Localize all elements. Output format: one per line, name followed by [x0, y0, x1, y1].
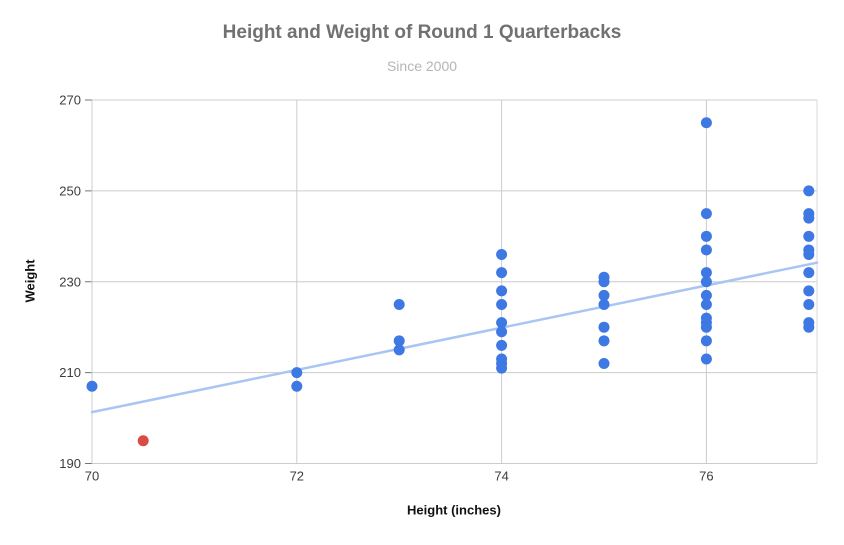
data-point[interactable] — [496, 339, 508, 351]
data-point[interactable] — [803, 185, 815, 197]
data-point[interactable] — [598, 298, 610, 310]
data-point[interactable] — [598, 335, 610, 347]
y-tick-label: 230 — [59, 274, 81, 289]
data-point[interactable] — [803, 248, 815, 260]
data-point[interactable] — [700, 321, 712, 333]
data-point[interactable] — [700, 244, 712, 256]
data-point[interactable] — [496, 362, 508, 374]
y-axis-title: Weight — [22, 259, 38, 303]
data-point[interactable] — [700, 335, 712, 347]
data-point[interactable] — [700, 289, 712, 301]
data-point[interactable] — [700, 267, 712, 279]
data-point[interactable] — [700, 230, 712, 242]
data-point[interactable] — [496, 317, 508, 329]
data-point[interactable] — [700, 208, 712, 220]
data-point[interactable] — [86, 380, 98, 392]
trendline — [90, 261, 819, 414]
data-point[interactable] — [803, 285, 815, 297]
data-point[interactable] — [700, 353, 712, 365]
data-point[interactable] — [496, 267, 508, 279]
data-point[interactable] — [496, 298, 508, 310]
data-point[interactable] — [598, 358, 610, 370]
y-tick-label: 270 — [59, 93, 81, 108]
data-point[interactable] — [700, 117, 712, 129]
data-point[interactable] — [393, 335, 405, 347]
data-point[interactable] — [496, 326, 508, 338]
y-tick-label: 190 — [59, 456, 81, 471]
data-point[interactable] — [393, 298, 405, 310]
chart-subtitle: Since 2000 — [386, 58, 458, 74]
data-point[interactable] — [803, 212, 815, 224]
data-point[interactable] — [803, 230, 815, 242]
x-tick-label: 70 — [85, 469, 99, 484]
x-axis-title: Height (inches) — [407, 502, 501, 518]
data-point[interactable] — [803, 298, 815, 310]
data-point[interactable] — [496, 285, 508, 297]
y-tick-label: 210 — [59, 365, 81, 380]
data-point[interactable] — [700, 276, 712, 288]
data-point[interactable] — [393, 344, 405, 356]
data-point[interactable] — [291, 380, 303, 392]
x-tick-label: 76 — [699, 469, 713, 484]
outlier-point[interactable] — [137, 435, 149, 447]
data-point[interactable] — [598, 289, 610, 301]
y-tick-label: 250 — [59, 183, 81, 198]
x-tick-label: 72 — [290, 469, 304, 484]
data-point[interactable] — [598, 276, 610, 288]
data-point[interactable] — [496, 248, 508, 260]
data-point[interactable] — [700, 298, 712, 310]
chart-title: Height and Weight of Round 1 Quarterback… — [222, 22, 622, 43]
data-point[interactable] — [598, 321, 610, 333]
data-point[interactable] — [291, 367, 303, 379]
x-tick-label: 74 — [494, 469, 508, 484]
data-point[interactable] — [803, 267, 815, 279]
data-point[interactable] — [803, 321, 815, 333]
